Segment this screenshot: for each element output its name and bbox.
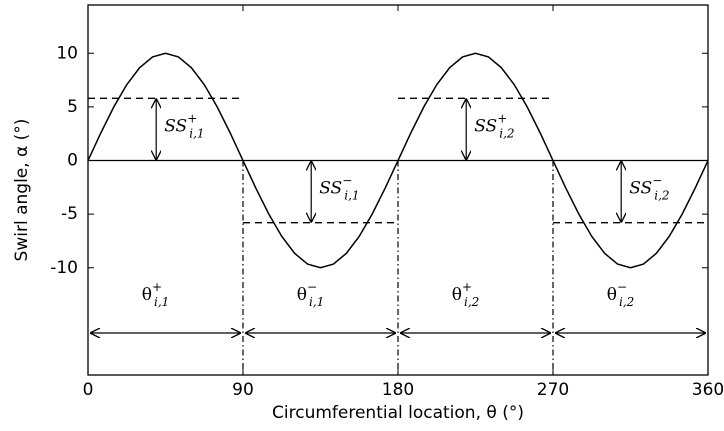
- theta-label-base: θ: [452, 285, 462, 305]
- theta-label: θ− i,2: [607, 280, 635, 309]
- theta-label-sub: i,1: [154, 295, 169, 309]
- ss-label-sup: −: [342, 173, 352, 187]
- y-tick-label: -5: [61, 204, 78, 224]
- ss-label-base: SS: [629, 178, 652, 198]
- theta-label-sup: +: [152, 280, 162, 294]
- theta-label: θ− i,1: [297, 280, 325, 309]
- x-tick-label: 90: [232, 380, 254, 400]
- ss-label-sup: +: [497, 111, 507, 125]
- ss-label: SS− i,2: [629, 173, 669, 202]
- y-tick-label: -10: [50, 258, 78, 278]
- ss-label-sub: i,2: [654, 188, 669, 202]
- ss-label: SS+ i,1: [164, 111, 204, 140]
- ss-label: SS+ i,2: [474, 111, 514, 140]
- theta-label-sup: −: [617, 280, 627, 294]
- ss-label-sup: −: [652, 173, 662, 187]
- x-axis-label: Circumferential location, θ (°): [272, 403, 524, 423]
- y-axis-label: Swirl angle, α (°): [12, 119, 32, 262]
- ss-label-base: SS: [164, 116, 187, 136]
- ss-label-base: SS: [474, 116, 497, 136]
- theta-label-sub: i,1: [309, 295, 324, 309]
- theta-label: θ+ i,2: [452, 280, 480, 309]
- x-tick-label: 0: [83, 380, 94, 400]
- series-line: [87, 52, 709, 269]
- plot-frame: [87, 4, 709, 376]
- x-tick-label: 360: [692, 380, 724, 400]
- ss-label-sub: i,2: [499, 126, 514, 140]
- theta-label-sup: +: [462, 280, 472, 294]
- theta-label: θ+ i,1: [142, 280, 170, 309]
- theta-label-sub: i,2: [464, 295, 479, 309]
- ss-label-base: SS: [319, 178, 342, 198]
- theta-label-sub: i,2: [619, 295, 634, 309]
- y-tick-label: 10: [56, 43, 78, 63]
- y-tick-label: 0: [67, 151, 78, 171]
- x-tick-label: 180: [382, 380, 414, 400]
- ss-label-sub: i,1: [189, 126, 204, 140]
- ss-label-sub: i,1: [344, 188, 359, 202]
- theta-label-base: θ: [142, 285, 152, 305]
- theta-label-base: θ: [607, 285, 617, 305]
- x-tick-label: 270: [537, 380, 569, 400]
- ss-label-sup: +: [187, 111, 197, 125]
- theta-label-sup: −: [307, 280, 317, 294]
- theta-label-base: θ: [297, 285, 307, 305]
- y-tick-label: 5: [67, 97, 78, 117]
- ss-label: SS− i,1: [319, 173, 359, 202]
